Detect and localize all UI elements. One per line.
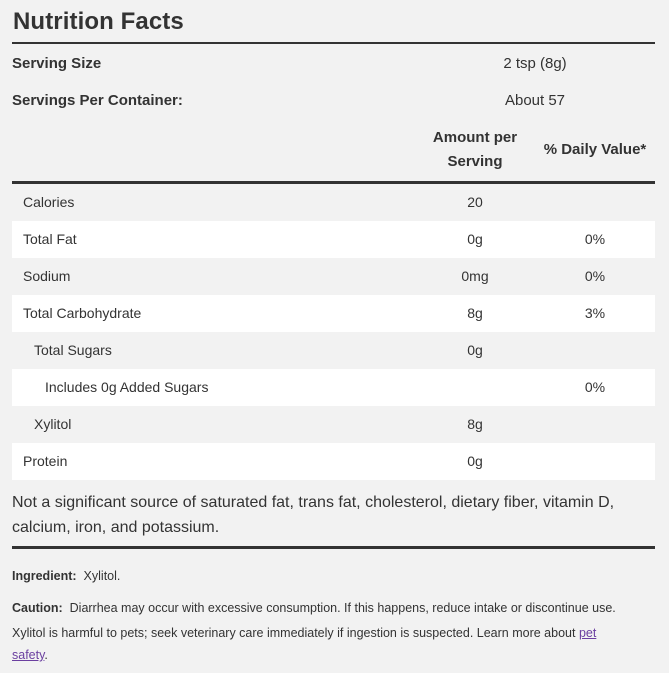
nutrient-daily-value: 3%: [584, 305, 606, 321]
table-row: Total Sugars 0g: [12, 332, 655, 369]
amount-header-line2: Serving: [447, 153, 503, 170]
table-row: Xylitol 8g: [12, 406, 655, 443]
nutrient-name: Total Sugars: [34, 342, 112, 358]
caution-text-1: Diarrhea may occur with excessive consum…: [69, 601, 616, 615]
nutrient-amount: 0mg: [461, 268, 489, 284]
bottom-rule: [12, 546, 655, 549]
pet-safety-link-continued[interactable]: safety: [12, 648, 45, 662]
nutrient-daily-value: 0%: [584, 268, 606, 284]
nutrient-name: Protein: [23, 453, 68, 469]
amount-per-serving-header: Amount per Serving: [415, 126, 535, 174]
ingredient-line: Ingredient: Xylitol.: [12, 565, 662, 587]
table-row: Sodium 0mg 0%: [12, 258, 655, 295]
caution-end: .: [44, 648, 48, 662]
header-rule: [12, 181, 655, 184]
serving-size-label: Serving Size: [12, 55, 102, 72]
not-significant-footnote: Not a significant source of saturated fa…: [12, 494, 615, 536]
serving-size-value: 2 tsp (8g): [503, 55, 567, 72]
caution-text-2: Xylitol is harmful to pets; seek veterin…: [12, 626, 576, 640]
daily-value-header: % Daily Value*: [543, 141, 647, 158]
ingredient-label: Ingredient:: [12, 569, 77, 583]
nutrient-amount: 8g: [467, 305, 483, 321]
top-rule: [12, 42, 655, 44]
ingredient-value: Xylitol.: [83, 569, 121, 583]
table-row: Total Fat 0g 0%: [12, 221, 655, 258]
nutrient-daily-value: 0%: [584, 379, 606, 395]
nutrient-amount: 0g: [467, 231, 483, 247]
nutrient-name: Total Fat: [23, 231, 77, 247]
nutrient-name: Sodium: [23, 268, 71, 284]
servings-per-container-label: Servings Per Container:: [12, 92, 183, 109]
nutrient-amount: 0g: [467, 342, 483, 358]
servings-per-container-value: About 57: [504, 92, 566, 109]
table-row: Includes 0g Added Sugars 0%: [12, 369, 655, 406]
nutrient-name: Xylitol: [34, 416, 72, 432]
caution-label: Caution:: [12, 601, 63, 615]
nutrient-amount: 0g: [467, 453, 483, 469]
nutrient-name: Total Carbohydrate: [23, 305, 142, 321]
caution-line-3: safety.: [12, 644, 662, 666]
table-row: Calories 20: [12, 184, 655, 221]
table-row: Total Carbohydrate 8g 3%: [12, 295, 655, 332]
pet-safety-link[interactable]: pet: [578, 626, 597, 640]
nutrient-amount: 8g: [467, 416, 483, 432]
caution-line-1: Caution: Diarrhea may occur with excessi…: [12, 597, 662, 619]
nutrient-name: Includes 0g Added Sugars: [45, 379, 209, 395]
nutrient-amount: 20: [467, 194, 483, 210]
table-row: Protein 0g: [12, 443, 655, 480]
caution-line-2: Xylitol is harmful to pets; seek veterin…: [12, 622, 662, 644]
caution-block: Caution: Diarrhea may occur with excessi…: [12, 597, 662, 666]
amount-header-line1: Amount per: [432, 129, 518, 146]
nutrition-title: Nutrition Facts: [13, 8, 184, 35]
nutrient-name: Calories: [23, 194, 75, 210]
nutrient-daily-value: 0%: [584, 231, 606, 247]
